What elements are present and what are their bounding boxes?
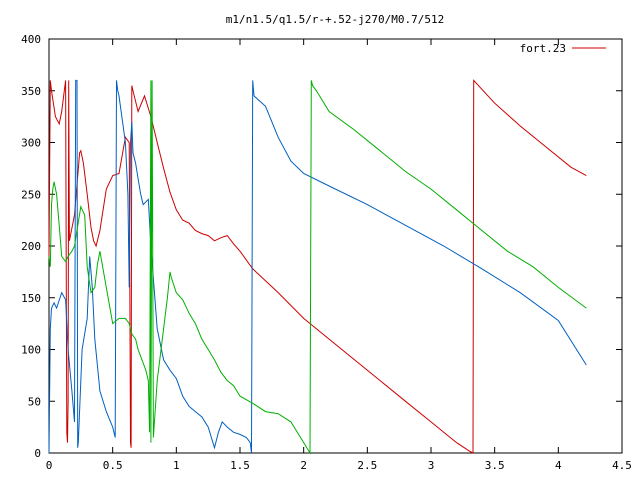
y-tick-label: 300 (21, 137, 41, 150)
y-tick-label: 200 (21, 240, 41, 253)
series-layer (48, 79, 587, 455)
plot-frame (48, 38, 623, 454)
series-line-3 (48, 80, 587, 455)
y-tick-label: 100 (21, 344, 41, 357)
x-tick-label: 0.5 (103, 459, 123, 472)
axis-ticks: 0 0.5 1 1.5 2 2.5 3 3.5 4 4.5 0 50 100 150 200 250 300 35… (21, 33, 632, 472)
y-tick-label: 0 (34, 447, 41, 460)
y-tick-label: 250 (21, 188, 41, 201)
legend: fort.23 (520, 42, 606, 55)
y-tick-label: 150 (21, 292, 41, 305)
series-line-1 (48, 79, 587, 454)
x-tick-label: 4 (555, 459, 562, 472)
x-tick-label: 4.5 (612, 459, 632, 472)
y-tick-label: 400 (21, 33, 41, 46)
x-tick-label: 1 (173, 459, 180, 472)
y-tick-label: 50 (28, 395, 41, 408)
series-line-2 (48, 79, 587, 454)
x-tick-label: 2.5 (357, 459, 377, 472)
x-tick-label: 0 (46, 459, 53, 472)
x-tick-label: 3.5 (485, 459, 505, 472)
x-tick-label: 2 (300, 459, 307, 472)
y-tick-label: 350 (21, 85, 41, 98)
legend-label: fort.23 (520, 42, 566, 55)
x-tick-label: 1.5 (230, 459, 250, 472)
chart-title: m1/n1.5/q1.5/r-+.52-j270/M0.7/512 (226, 13, 445, 26)
x-tick-label: 3 (428, 459, 435, 472)
